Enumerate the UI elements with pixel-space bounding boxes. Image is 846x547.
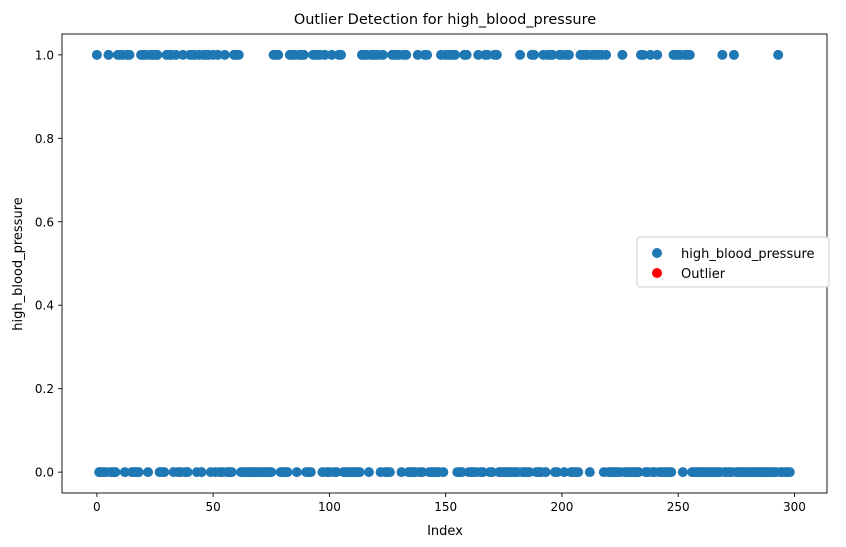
- data-point: [638, 49, 649, 60]
- data-point: [417, 467, 428, 478]
- data-point: [456, 467, 467, 478]
- y-tick-label: 0.6: [35, 215, 54, 229]
- data-point: [412, 49, 423, 60]
- data-point: [717, 49, 728, 60]
- data-point: [438, 467, 449, 478]
- data-point: [728, 49, 739, 60]
- data-point: [331, 467, 342, 478]
- data-point: [633, 467, 644, 478]
- x-tick-label: 50: [205, 500, 220, 514]
- legend-label-outlier: Outlier: [681, 267, 726, 282]
- legend-box: [636, 236, 830, 288]
- data-point: [226, 467, 237, 478]
- data-point: [473, 49, 484, 60]
- data-point: [110, 467, 121, 478]
- data-point: [547, 49, 558, 60]
- y-tick-label: 0.0: [35, 466, 54, 480]
- data-point: [422, 49, 433, 60]
- data-point: [477, 467, 488, 478]
- x-axis-label: Index: [427, 524, 463, 539]
- data-point: [487, 467, 498, 478]
- data-point: [133, 467, 144, 478]
- x-tick-label: 300: [783, 500, 806, 514]
- data-point: [233, 49, 244, 60]
- data-point: [159, 467, 170, 478]
- data-point: [319, 49, 330, 60]
- x-tick-label: 100: [318, 500, 341, 514]
- data-point: [170, 49, 181, 60]
- data-point: [461, 49, 472, 60]
- y-axis-label: high_blood_pressure: [11, 197, 26, 331]
- data-point: [291, 467, 302, 478]
- data-point: [266, 467, 277, 478]
- data-point: [336, 49, 347, 60]
- legend-label-high-blood-pressure: high_blood_pressure: [681, 247, 815, 262]
- data-point: [529, 49, 540, 60]
- data-point: [482, 49, 493, 60]
- y-axis-ticks: 0.0 0.2 0.4 0.6 0.8 1.0: [35, 48, 62, 480]
- data-point: [354, 467, 365, 478]
- x-tick-label: 0: [93, 500, 101, 514]
- legend-marker-outlier: [652, 268, 662, 278]
- data-point: [377, 49, 388, 60]
- x-tick-label: 250: [667, 500, 690, 514]
- data-point: [273, 49, 284, 60]
- data-points: [91, 49, 795, 478]
- legend-marker-high-blood-pressure: [652, 248, 662, 258]
- legend: high_blood_pressure Outlier: [636, 236, 830, 288]
- data-point: [677, 467, 688, 478]
- data-point: [563, 49, 574, 60]
- data-point: [196, 467, 207, 478]
- data-point: [143, 467, 154, 478]
- data-point: [177, 49, 188, 60]
- data-point: [282, 467, 293, 478]
- data-point: [552, 467, 563, 478]
- data-point: [524, 467, 535, 478]
- y-tick-label: 0.8: [35, 132, 54, 146]
- data-point: [491, 49, 502, 60]
- data-point: [182, 467, 193, 478]
- data-point: [666, 467, 677, 478]
- data-point: [124, 49, 135, 60]
- y-tick-label: 0.2: [35, 382, 54, 396]
- data-point: [91, 49, 102, 60]
- data-point: [219, 49, 230, 60]
- data-point: [652, 49, 663, 60]
- data-point: [326, 49, 337, 60]
- data-point: [119, 467, 130, 478]
- data-point: [305, 467, 316, 478]
- data-point: [515, 49, 526, 60]
- data-point: [449, 49, 460, 60]
- data-point: [384, 467, 395, 478]
- data-point: [396, 467, 407, 478]
- y-tick-label: 0.4: [35, 299, 54, 313]
- data-point: [540, 467, 551, 478]
- series-high-blood-pressure: [91, 49, 795, 478]
- data-point: [212, 49, 223, 60]
- data-point: [784, 467, 795, 478]
- data-point: [617, 49, 628, 60]
- data-point: [152, 49, 163, 60]
- data-point: [298, 49, 309, 60]
- data-point: [584, 467, 595, 478]
- data-point: [573, 467, 584, 478]
- data-point: [401, 49, 412, 60]
- x-tick-label: 200: [550, 500, 573, 514]
- data-point: [684, 49, 695, 60]
- data-point: [601, 49, 612, 60]
- chart-title: Outlier Detection for high_blood_pressur…: [294, 12, 596, 28]
- x-tick-label: 150: [434, 500, 457, 514]
- data-point: [559, 467, 570, 478]
- data-point: [645, 49, 656, 60]
- data-point: [773, 49, 784, 60]
- data-point: [103, 49, 114, 60]
- x-axis-ticks: 0 50 100 150 200 250 300: [93, 493, 806, 514]
- y-tick-label: 1.0: [35, 48, 54, 62]
- data-point: [363, 467, 374, 478]
